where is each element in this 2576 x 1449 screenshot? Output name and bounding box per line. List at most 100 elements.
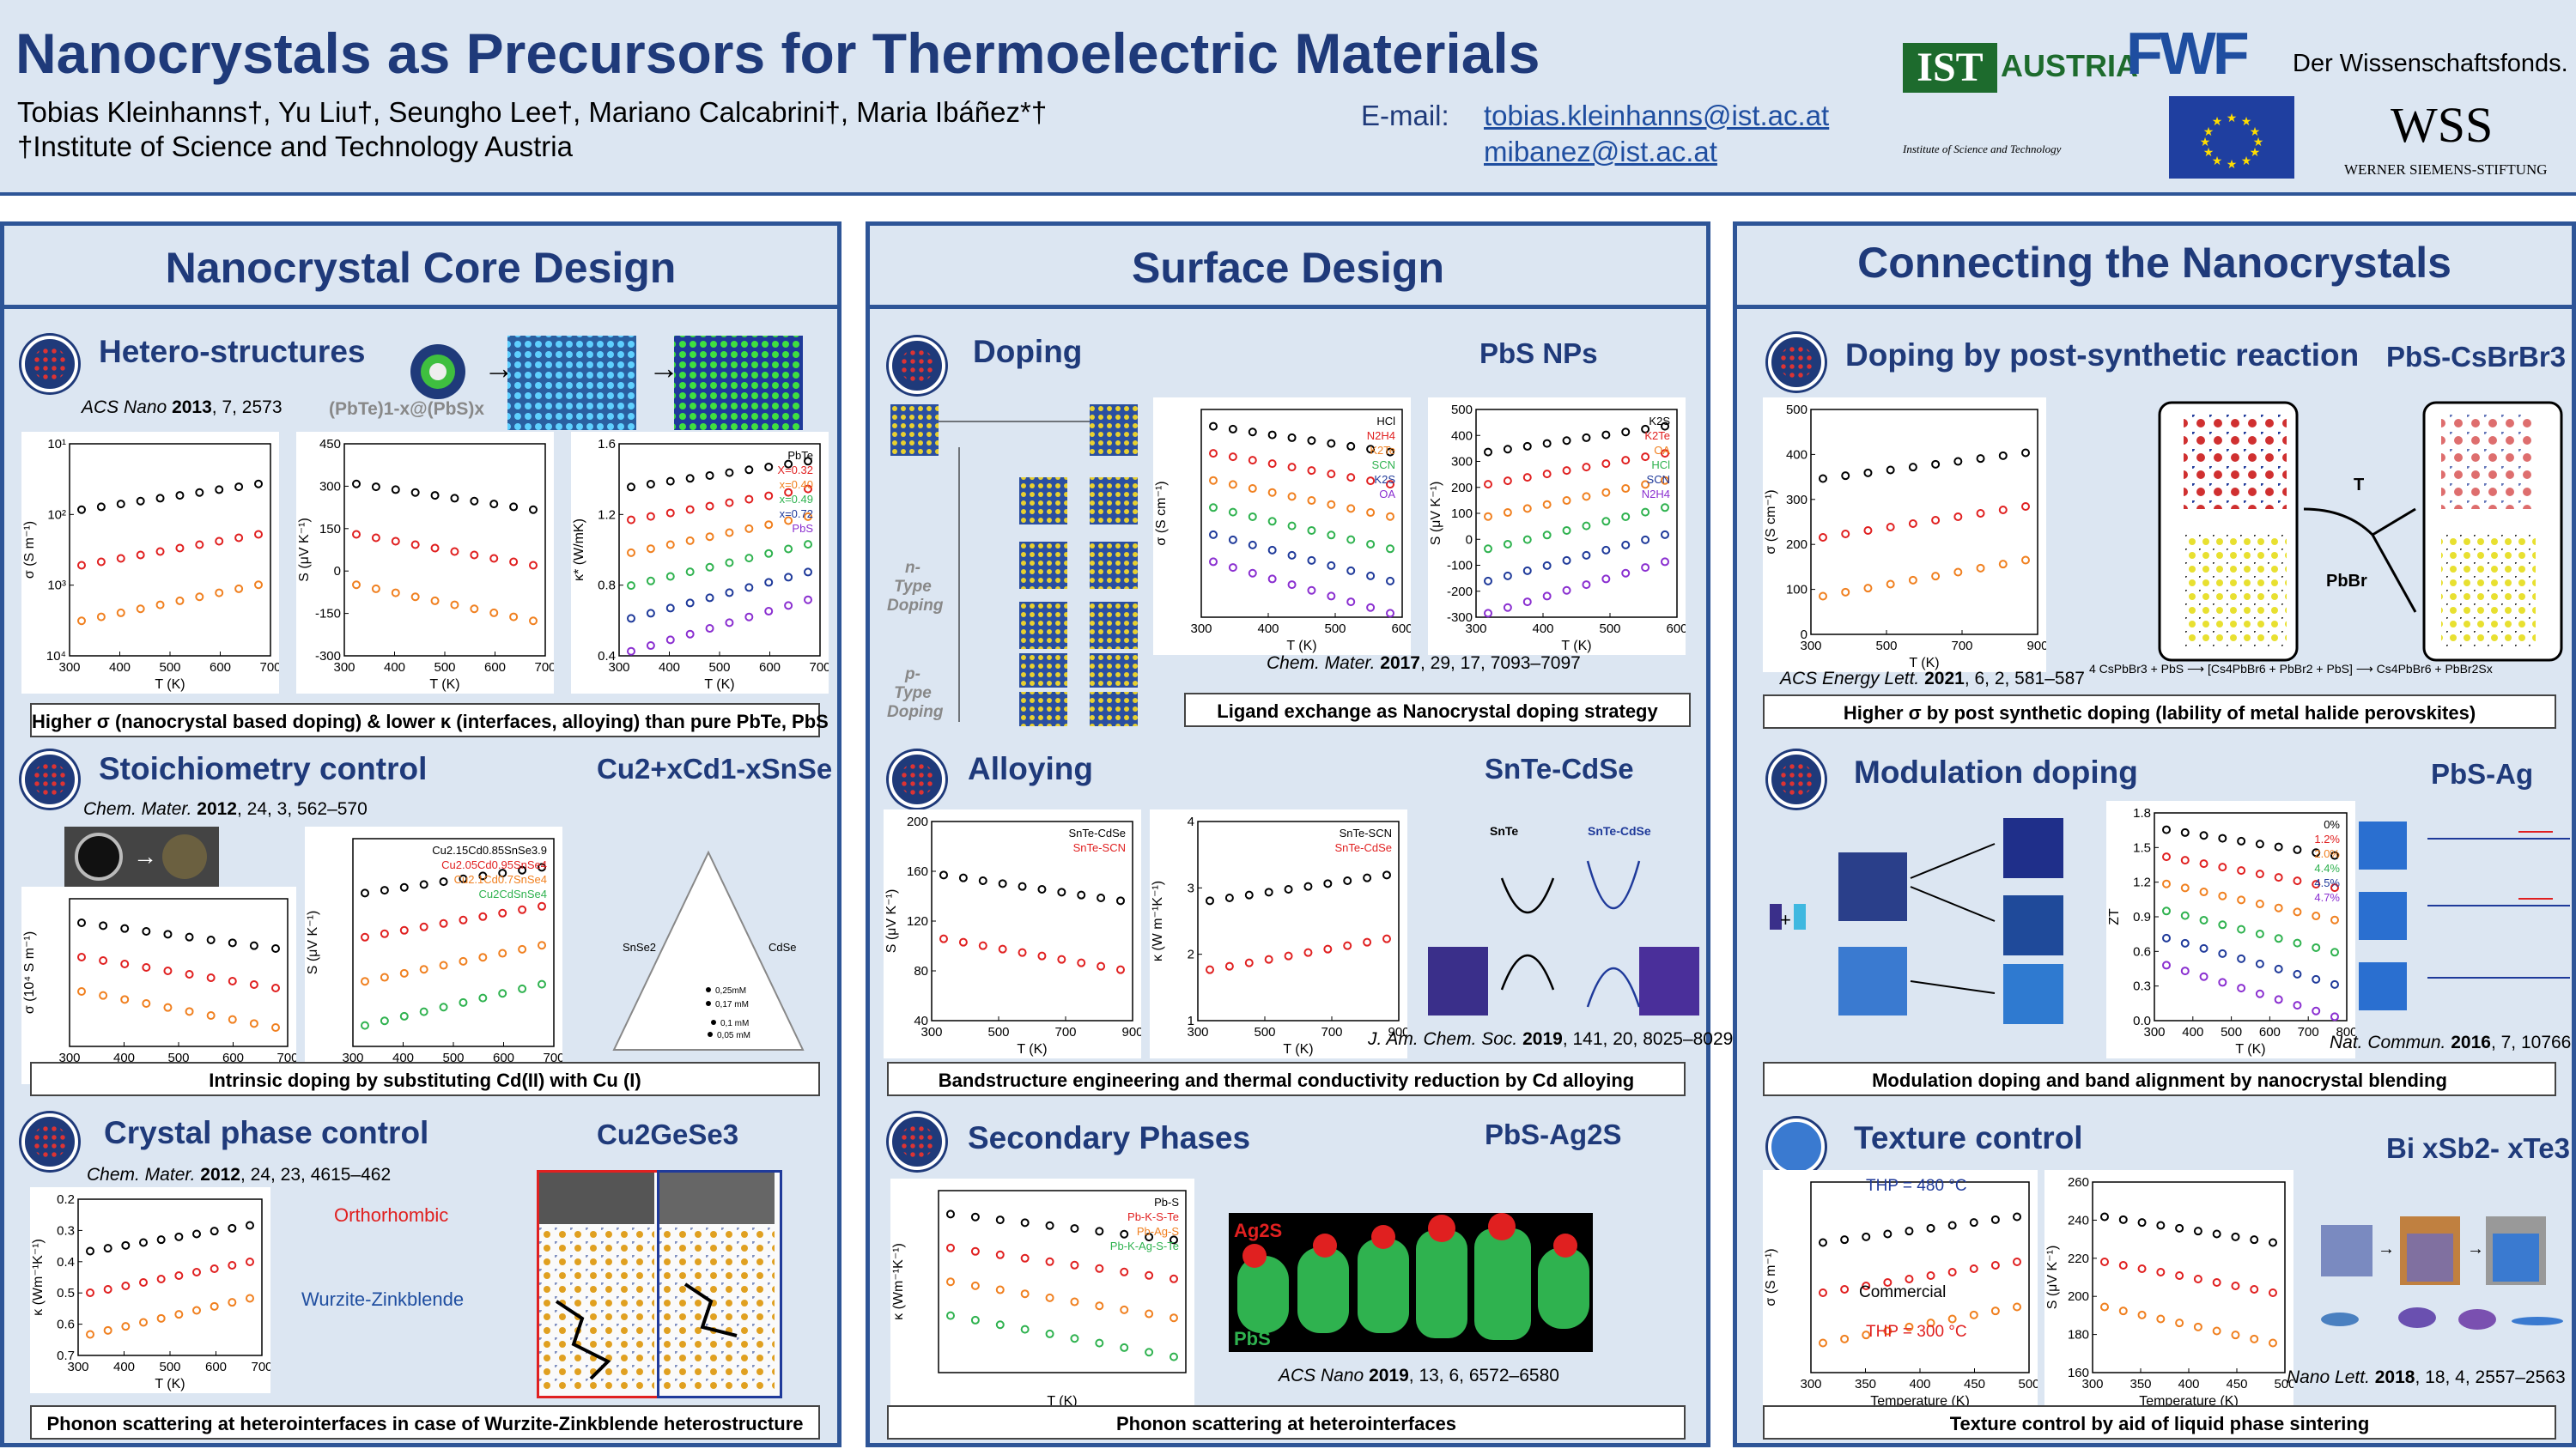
data-point (1145, 1309, 1154, 1319)
data-point (1819, 1238, 1827, 1247)
data-point (498, 989, 507, 998)
data-point (254, 530, 263, 539)
data-point (1601, 430, 1611, 440)
data-point (121, 1240, 131, 1250)
data-point (121, 1282, 131, 1290)
y-tick-label: 0.0 (2133, 1014, 2151, 1028)
data-point (86, 1246, 94, 1256)
data-point (1641, 535, 1650, 544)
data-point (195, 488, 204, 497)
data-point (2312, 1006, 2321, 1016)
y-tick-label: 0.3 (57, 1223, 75, 1238)
data-point (1990, 1215, 2000, 1224)
data-point (470, 550, 479, 560)
ternary-frame (612, 850, 805, 1051)
chart-hetero-kappa: 300 400 500 600 700 1.6 1.2 0.8 0.4 T (K) κ* (W/mK… (571, 432, 829, 694)
data-point (2199, 943, 2208, 953)
data-point (725, 528, 734, 537)
x-tick-label: 400 (2178, 1377, 2199, 1391)
data-point (1819, 1288, 1827, 1297)
data-point (175, 596, 185, 605)
data-point (1522, 535, 1532, 544)
section-title: Modulation doping (1854, 755, 2138, 790)
data-point (538, 941, 546, 950)
data-point (439, 919, 448, 928)
data-point (1661, 476, 1669, 485)
data-point (195, 540, 204, 549)
data-point (1307, 436, 1316, 446)
data-point (1931, 572, 1941, 581)
x-tick-label: 300 (1800, 639, 1821, 653)
data-point (1969, 1310, 1978, 1319)
data-point (1976, 509, 1985, 518)
data-point (804, 567, 812, 577)
data-point (1020, 1218, 1030, 1228)
data-point (2199, 915, 2208, 925)
data-point (764, 607, 774, 616)
data-point (2293, 969, 2302, 979)
data-point (509, 612, 519, 621)
legend-entry: x=0.40 (780, 478, 813, 491)
y-axis-label: κ (Wm⁻¹K⁻¹) (31, 1239, 46, 1316)
panel-connecting: Connecting the Nanocrystals Doping by po… (1733, 221, 2576, 1447)
ternary-point-label: 0,05 mM (717, 1031, 750, 1040)
data-point (380, 973, 389, 982)
y-tick-label: 0.6 (2133, 944, 2151, 959)
data-point (2118, 1261, 2128, 1270)
data-point (1327, 591, 1336, 601)
data-point (804, 512, 812, 521)
data-point (1883, 1278, 1893, 1287)
data-point (1037, 885, 1047, 894)
data-point (77, 561, 86, 570)
data-point (1582, 433, 1591, 442)
data-point (1287, 492, 1297, 501)
data-point (2212, 1326, 2221, 1336)
data-point (361, 932, 369, 942)
x-tick-label: 800 (2336, 1025, 2355, 1040)
data-point (2013, 1258, 2021, 1266)
data-point (509, 502, 519, 512)
data-point (1998, 451, 2008, 460)
data-point (498, 908, 507, 918)
heterostructure-schematic: → → (399, 329, 811, 440)
data-point (1908, 575, 1917, 585)
y-tick-label: 1.5 (2133, 840, 2151, 855)
data-point (1863, 584, 1873, 593)
data-point (2100, 1302, 2109, 1312)
data-point (1522, 504, 1532, 513)
data-point (2180, 938, 2190, 948)
label-commercial: Commercial (1859, 1283, 1947, 1301)
material-label: Cu2GeSe3 (597, 1119, 739, 1150)
data-point (2021, 502, 2030, 511)
x-tick-label: 600 (205, 1360, 227, 1374)
data-point (121, 1322, 131, 1331)
data-point (2231, 1331, 2240, 1340)
svg-text:★: ★ (2250, 145, 2261, 159)
data-point (1582, 550, 1591, 560)
reference: Chem. Mater. 2017, 29, 17, 7093–7097 (1267, 653, 1581, 673)
data-point (2193, 1322, 2202, 1331)
data-point (391, 537, 400, 546)
y-tick-label: 0.4 (598, 649, 616, 664)
data-point (1542, 470, 1552, 479)
data-point (459, 956, 468, 966)
data-point (2312, 974, 2321, 984)
email-link-2[interactable]: mibanez@ist.ac.at (1484, 136, 1717, 167)
data-point (371, 584, 380, 593)
svg-text:SnTe-CdSe: SnTe-CdSe (1588, 824, 1651, 838)
data-point (1045, 1221, 1054, 1230)
x-tick-label: 500 (2221, 1025, 2242, 1040)
plot-frame (931, 821, 1133, 1022)
data-point (1621, 512, 1631, 521)
data-point (163, 930, 173, 939)
y-tick-label: 1.2 (2133, 876, 2151, 890)
y-tick-label: 160 (907, 864, 928, 879)
data-point (538, 863, 546, 872)
data-point (2162, 961, 2171, 970)
data-point (2293, 845, 2302, 854)
email-link-1[interactable]: tobias.kleinhanns@ist.ac.at (1484, 100, 1830, 131)
data-point (958, 937, 968, 947)
data-point (1621, 540, 1631, 549)
nanocrystal-blending-scheme: + (1763, 809, 2106, 1033)
pellet-photos: → (64, 827, 219, 887)
